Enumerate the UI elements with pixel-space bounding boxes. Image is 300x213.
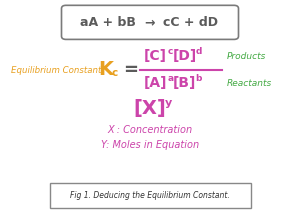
Text: Equilibrium Constant: Equilibrium Constant (11, 66, 101, 75)
Text: a: a (167, 74, 173, 83)
Text: Reactants: Reactants (226, 79, 272, 88)
Text: $\bf{K}$: $\bf{K}$ (98, 60, 115, 79)
Text: b: b (196, 74, 202, 83)
Text: Fig 1. Deducing the Equilibrium Constant.: Fig 1. Deducing the Equilibrium Constant… (70, 191, 230, 200)
Text: [D]: [D] (172, 49, 197, 63)
Text: $\bf{c}$: $\bf{c}$ (111, 69, 119, 78)
Text: [A]: [A] (144, 76, 167, 91)
Text: =: = (123, 61, 138, 79)
Text: y: y (165, 98, 172, 108)
Text: cC + dD: cC + dD (163, 16, 218, 29)
FancyBboxPatch shape (61, 5, 239, 39)
Text: aA + bB: aA + bB (80, 16, 136, 29)
Text: Y: Moles in Equation: Y: Moles in Equation (101, 140, 199, 150)
Text: →: → (144, 16, 155, 29)
Text: [X]: [X] (134, 99, 166, 118)
Text: X : Concentration: X : Concentration (107, 125, 193, 135)
Text: [B]: [B] (172, 76, 196, 91)
FancyBboxPatch shape (50, 183, 250, 208)
Text: Products: Products (226, 52, 266, 61)
Text: d: d (196, 47, 202, 56)
Text: c: c (167, 47, 173, 56)
Text: [C]: [C] (144, 49, 167, 63)
